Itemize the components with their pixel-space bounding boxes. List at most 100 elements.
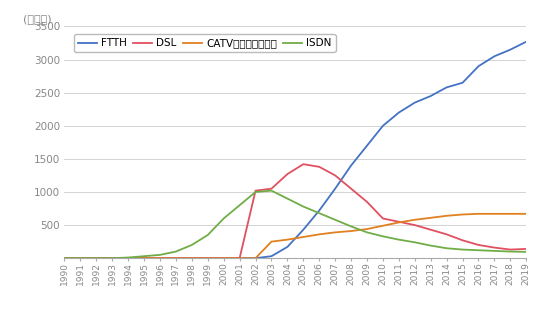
ISDN [316,211,322,215]
CATVインターネット [93,256,99,260]
CATVインターネット [77,256,84,260]
CATVインターネット [491,212,498,216]
FTTH [109,256,115,260]
FTTH [348,164,354,167]
ISDN [188,243,195,247]
Line: DSL: DSL [64,164,526,258]
FTTH [427,94,434,98]
DSL [396,220,402,224]
FTTH [459,81,466,85]
ISDN [141,254,147,258]
FTTH [444,85,450,89]
FTTH [268,254,275,258]
CATVインターネット [268,240,275,244]
ISDN [125,256,132,260]
Text: (万契約): (万契約) [23,14,52,24]
ISDN [523,250,529,254]
ISDN [300,205,307,209]
DSL [491,246,498,250]
DSL [459,238,466,242]
DSL [141,256,147,260]
ISDN [284,197,291,201]
CATVインターネット [157,256,163,260]
ISDN [427,244,434,248]
DSL [61,256,68,260]
FTTH [523,40,529,44]
CATVインターネット [205,256,211,260]
ISDN [252,190,259,194]
DSL [93,256,99,260]
CATVインターネット [316,232,322,236]
DSL [252,189,259,193]
CATVインターネット [109,256,115,260]
DSL [348,187,354,191]
FTTH [252,256,259,260]
CATVインターネット [252,256,259,260]
CATVインターネット [221,256,227,260]
Line: ISDN: ISDN [64,191,526,258]
FTTH [188,256,195,260]
CATVインターネット [188,256,195,260]
CATVインターネット [459,213,466,216]
CATVインターネット [427,216,434,220]
ISDN [444,246,450,250]
FTTH [364,144,370,148]
ISDN [332,218,338,222]
ISDN [411,240,418,244]
DSL [427,228,434,232]
ISDN [491,249,498,253]
FTTH [125,256,132,260]
ISDN [348,224,354,228]
DSL [77,256,84,260]
ISDN [221,216,227,220]
CATVインターネット [523,212,529,216]
Line: FTTH: FTTH [64,42,526,258]
DSL [109,256,115,260]
CATVインターネット [300,235,307,239]
CATVインターネット [507,212,513,216]
DSL [380,216,386,220]
FTTH [396,111,402,115]
ISDN [268,189,275,193]
FTTH [507,48,513,52]
FTTH [380,124,386,128]
DSL [236,256,243,260]
ISDN [475,248,482,252]
DSL [173,256,179,260]
CATVインターネット [380,224,386,228]
FTTH [173,256,179,260]
ISDN [77,256,84,260]
DSL [125,256,132,260]
DSL [411,223,418,227]
FTTH [475,64,482,68]
CATVインターネット [173,256,179,260]
CATVインターネット [475,212,482,216]
FTTH [93,256,99,260]
ISDN [364,230,370,234]
DSL [523,247,529,251]
CATVインターネット [444,214,450,218]
FTTH [236,256,243,260]
ISDN [173,250,179,254]
ISDN [157,253,163,257]
CATVインターネット [411,218,418,222]
DSL [444,232,450,236]
DSL [157,256,163,260]
DSL [284,172,291,176]
ISDN [507,250,513,254]
ISDN [93,256,99,260]
CATVインターネット [284,238,291,242]
DSL [188,256,195,260]
ISDN [380,234,386,238]
CATVインターネット [396,220,402,224]
CATVインターネット [61,256,68,260]
FTTH [284,245,291,249]
ISDN [109,256,115,260]
FTTH [491,54,498,58]
FTTH [411,101,418,105]
FTTH [77,256,84,260]
DSL [475,243,482,247]
DSL [364,200,370,204]
CATVインターネット [141,256,147,260]
DSL [268,187,275,191]
